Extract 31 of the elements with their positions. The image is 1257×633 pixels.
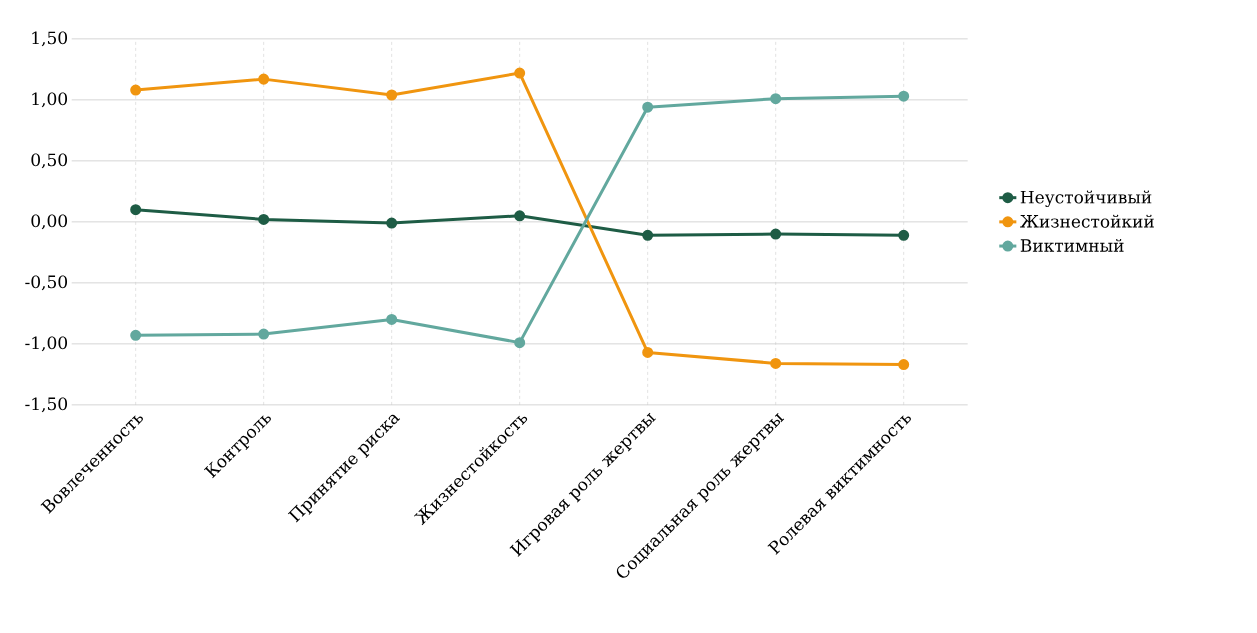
y-tick-label: -1,00: [25, 336, 68, 352]
point: [130, 204, 142, 216]
point: [258, 73, 270, 85]
point: [514, 337, 526, 349]
point: [642, 346, 654, 358]
point: [130, 329, 142, 341]
point: [386, 89, 398, 101]
y-tick-label: 0,00: [31, 214, 68, 230]
legend-label: Виктимный: [1020, 238, 1124, 252]
point: [770, 357, 782, 369]
y-tick-label: -0,50: [25, 275, 68, 291]
y-tick-label: 1,00: [32, 92, 68, 108]
point: [514, 67, 526, 79]
legend-label: Неустойчивый: [1020, 190, 1152, 208]
point: [386, 313, 398, 325]
y-tick-label: -1,50: [25, 397, 68, 413]
point: [770, 228, 782, 240]
y-tick-label: 1,50: [32, 31, 68, 47]
point: [898, 229, 910, 241]
y-tick-label: 0,50: [31, 153, 68, 169]
point: [258, 213, 270, 225]
point: [386, 217, 398, 229]
point: [258, 328, 270, 340]
legend-label: Жизнестойкий: [1020, 214, 1154, 228]
point: [642, 229, 654, 241]
point: [514, 210, 526, 222]
point: [642, 101, 654, 113]
point: [898, 90, 910, 102]
point: [898, 359, 910, 371]
point: [770, 93, 782, 105]
point: [130, 84, 142, 96]
